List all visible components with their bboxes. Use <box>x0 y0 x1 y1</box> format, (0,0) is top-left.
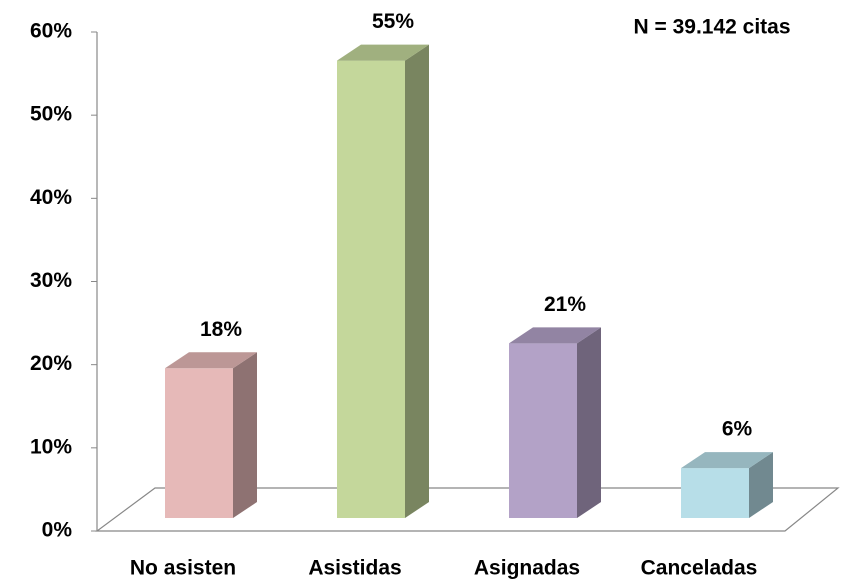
value-label: 55% <box>372 10 414 33</box>
bar-top-shade <box>509 327 601 344</box>
y-tick-label: 60% <box>30 20 72 43</box>
bar <box>509 327 601 518</box>
bar-side-shade <box>233 352 257 518</box>
bar-side <box>233 352 257 518</box>
bar-top-shade <box>681 452 773 469</box>
bar-top-shade <box>337 44 429 61</box>
bar <box>681 452 773 518</box>
value-label: 6% <box>722 418 753 441</box>
bar-side <box>749 452 773 518</box>
bar-side-shade <box>749 452 773 518</box>
y-tick-label: 30% <box>30 269 72 292</box>
bar-side <box>405 44 429 518</box>
bar-top <box>681 452 773 469</box>
x-tick-label: Canceladas <box>641 557 758 580</box>
bar-front <box>165 368 233 518</box>
x-tick-label: Asistidas <box>308 557 401 580</box>
bar-top <box>509 327 601 344</box>
bar-side-shade <box>405 44 429 518</box>
y-tick-label: 50% <box>30 103 72 126</box>
y-tick-label: 0% <box>42 519 73 542</box>
bar-top <box>165 352 257 369</box>
x-tick-label: Asignadas <box>474 557 580 580</box>
bar-top <box>337 44 429 61</box>
y-tick-label: 10% <box>30 435 72 458</box>
bar-front <box>681 468 749 518</box>
y-tick-label: 40% <box>30 186 72 209</box>
bar-side-shade <box>577 327 601 518</box>
floor <box>95 487 840 532</box>
y-tick-label: 20% <box>30 352 72 375</box>
bar-front <box>509 343 577 518</box>
x-tick-label: No asisten <box>130 557 236 580</box>
bar-top-shade <box>165 352 257 369</box>
value-label: 18% <box>200 318 242 341</box>
bar <box>337 44 429 518</box>
bar-side <box>577 327 601 518</box>
bar-front <box>337 60 405 518</box>
value-label: 21% <box>544 293 586 316</box>
annotation: N = 39.142 citas <box>633 16 790 39</box>
bar <box>165 352 257 518</box>
